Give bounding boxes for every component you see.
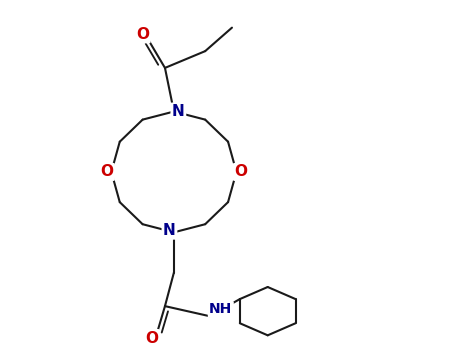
Text: O: O	[234, 164, 248, 180]
Text: N: N	[163, 223, 176, 238]
Text: N: N	[172, 104, 185, 119]
Text: O: O	[136, 27, 149, 42]
Text: O: O	[101, 164, 113, 180]
Text: O: O	[145, 330, 158, 345]
Text: NH: NH	[209, 302, 233, 316]
